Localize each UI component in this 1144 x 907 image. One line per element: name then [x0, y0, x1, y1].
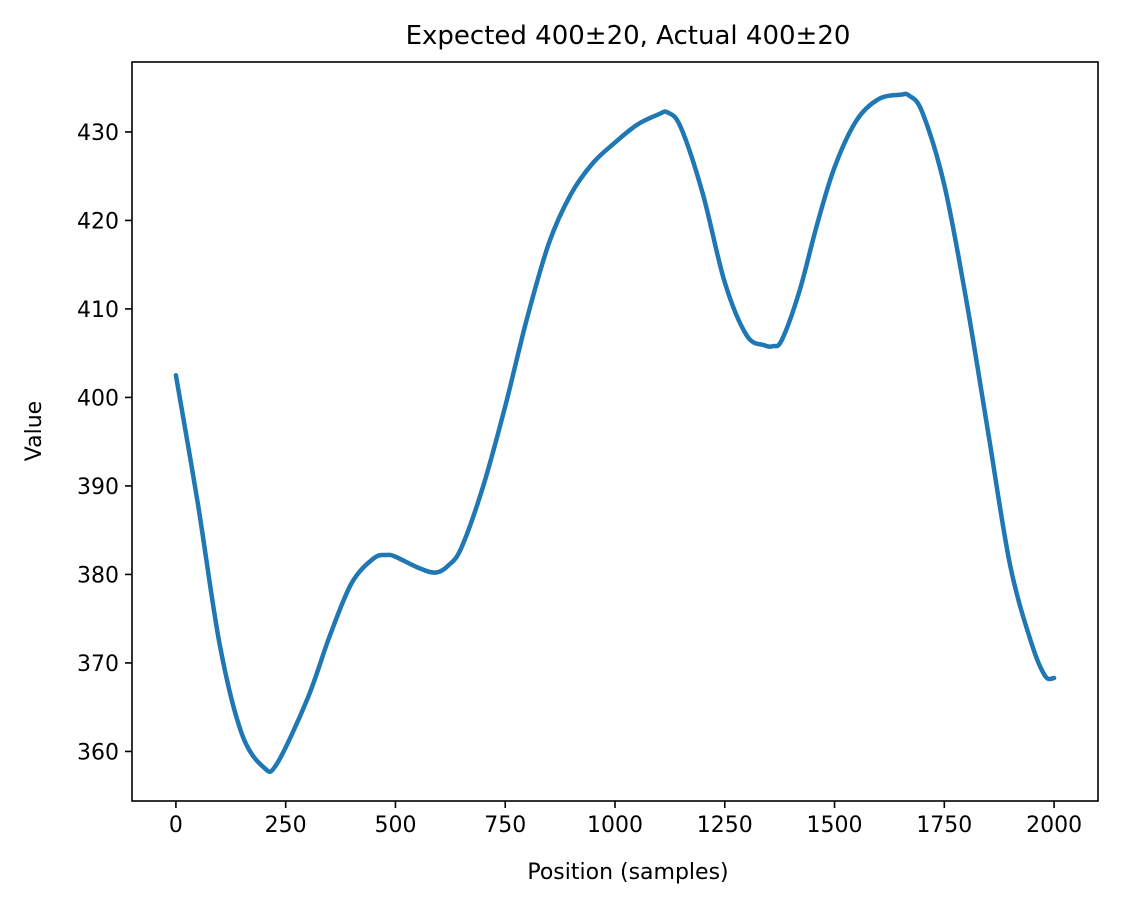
x-tick-label: 250 — [265, 813, 307, 838]
x-tick-label: 1500 — [807, 813, 863, 838]
y-tick-label: 370 — [77, 652, 119, 677]
x-tick-label: 750 — [484, 813, 526, 838]
x-tick-label: 500 — [374, 813, 416, 838]
x-tick-label: 0 — [169, 813, 183, 838]
x-tick-label: 2000 — [1026, 813, 1082, 838]
x-tick-label: 1250 — [697, 813, 753, 838]
y-tick-label: 430 — [77, 121, 119, 146]
x-axis-label: Position (samples) — [527, 860, 728, 885]
x-axis-ticks: 0 250 500 750 1000 1250 1500 1750 2000 — [169, 801, 1082, 838]
y-tick-label: 410 — [77, 298, 119, 323]
y-axis-ticks: 360 370 380 390 400 410 420 430 — [77, 121, 132, 765]
x-tick-label: 1750 — [916, 813, 972, 838]
y-tick-label: 380 — [77, 563, 119, 588]
y-tick-label: 400 — [77, 386, 119, 411]
x-tick-label: 1000 — [587, 813, 643, 838]
chart-title: Expected 400±20, Actual 400±20 — [406, 21, 851, 51]
y-tick-label: 390 — [77, 475, 119, 500]
y-tick-label: 360 — [77, 740, 119, 765]
series-line — [173, 91, 1057, 774]
y-axis-label: Value — [22, 401, 47, 461]
series-layer — [173, 91, 1057, 774]
y-tick-label: 420 — [77, 209, 119, 234]
